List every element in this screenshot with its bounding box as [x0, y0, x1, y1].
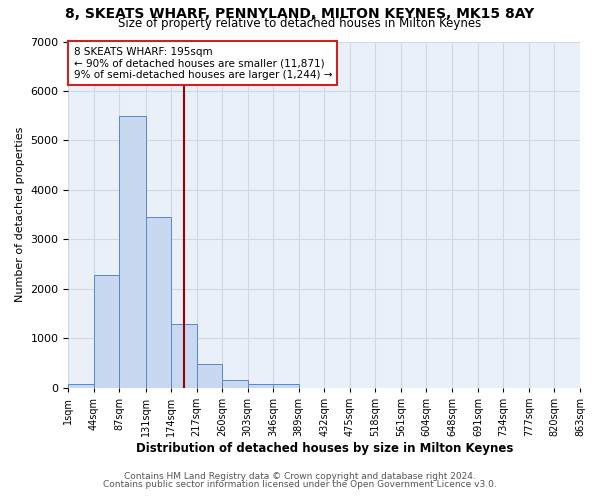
Bar: [222, 380, 248, 388]
Text: 8 SKEATS WHARF: 195sqm
← 90% of detached houses are smaller (11,871)
9% of semi-: 8 SKEATS WHARF: 195sqm ← 90% of detached…: [74, 46, 332, 80]
Bar: [248, 384, 273, 388]
Bar: [197, 364, 222, 388]
Y-axis label: Number of detached properties: Number of detached properties: [15, 127, 25, 302]
Bar: [94, 275, 119, 388]
Text: Size of property relative to detached houses in Milton Keynes: Size of property relative to detached ho…: [118, 18, 482, 30]
Bar: [273, 384, 299, 388]
X-axis label: Distribution of detached houses by size in Milton Keynes: Distribution of detached houses by size …: [136, 442, 513, 455]
Bar: [68, 384, 94, 388]
Bar: [171, 324, 197, 388]
Text: Contains public sector information licensed under the Open Government Licence v3: Contains public sector information licen…: [103, 480, 497, 489]
Text: Contains HM Land Registry data © Crown copyright and database right 2024.: Contains HM Land Registry data © Crown c…: [124, 472, 476, 481]
Bar: [119, 116, 146, 388]
Text: 8, SKEATS WHARF, PENNYLAND, MILTON KEYNES, MK15 8AY: 8, SKEATS WHARF, PENNYLAND, MILTON KEYNE…: [65, 8, 535, 22]
Bar: [146, 217, 171, 388]
